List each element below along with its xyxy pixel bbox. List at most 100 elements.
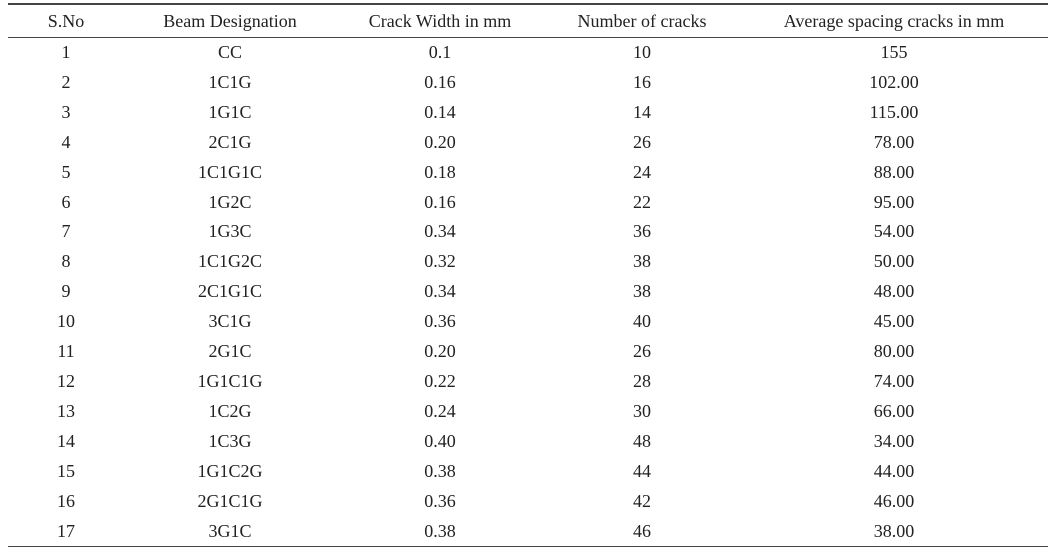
cell-average-spacing: 155 — [880, 42, 908, 62]
cell-beam-designation: 2G1C — [208, 341, 252, 362]
table-row: 16 2G1C1G 0.36 42 46.00 — [8, 487, 1048, 517]
header-sno: S.No — [47, 11, 85, 31]
cell-beam-designation: 1G1C1G — [197, 370, 263, 391]
cell-beam-designation: CC — [217, 42, 242, 62]
cell-beam-designation: 1G1C2G — [197, 460, 263, 481]
cell-crack-width: 0.36 — [424, 490, 456, 511]
cell-sno: 10 — [57, 311, 75, 332]
cell-crack-width: 0.18 — [424, 161, 456, 182]
cell-sno: 15 — [57, 460, 75, 481]
cell-sno: 12 — [57, 370, 75, 391]
cell-beam-designation: 1C1G — [208, 71, 252, 92]
table-row: 10 3C1G 0.36 40 45.00 — [8, 307, 1048, 337]
header-crack-width: Crack Width in mm — [368, 11, 512, 31]
cell-average-spacing: 102.00 — [869, 71, 919, 92]
cell-sno: 17 — [57, 520, 75, 541]
cell-number-of-cracks: 28 — [633, 370, 651, 391]
cell-sno: 9 — [61, 281, 71, 302]
table-row: 12 1G1C1G 0.22 28 74.00 — [8, 367, 1048, 397]
cell-sno: 16 — [57, 490, 75, 511]
cell-beam-designation: 2C1G — [208, 131, 252, 152]
cell-sno: 11 — [57, 341, 75, 362]
table-header: S.No Beam Designation Crack Width in mm … — [8, 4, 1048, 38]
cell-crack-width: 0.22 — [424, 370, 456, 391]
cell-beam-designation: 3G1C — [208, 520, 252, 541]
cell-number-of-cracks: 36 — [633, 221, 651, 242]
cell-sno: 14 — [57, 430, 75, 451]
cell-crack-width: 0.34 — [424, 281, 456, 302]
cell-beam-designation: 1G2C — [208, 191, 252, 212]
cell-average-spacing: 48.00 — [873, 281, 915, 302]
cell-crack-width: 0.38 — [424, 520, 456, 541]
header-beam-designation: Beam Designation — [163, 11, 297, 31]
cell-number-of-cracks: 24 — [633, 161, 651, 182]
cell-number-of-cracks: 40 — [633, 311, 651, 332]
cell-beam-designation: 3C1G — [208, 311, 252, 332]
cell-average-spacing: 78.00 — [873, 131, 915, 152]
table-row: 6 1G2C 0.16 22 95.00 — [8, 188, 1048, 218]
cell-sno: 8 — [61, 251, 71, 272]
cell-beam-designation: 1G1C — [208, 101, 252, 122]
cell-beam-designation: 2C1G1C — [197, 281, 262, 302]
cell-number-of-cracks: 16 — [633, 71, 651, 92]
table-body: 1 CC 0.1 10 155 2 1C1G 0.16 16 102.00 3 1G1C 0.14 14 1… — [8, 38, 1048, 547]
cell-crack-width: 0.1 — [428, 42, 452, 62]
cell-number-of-cracks: 14 — [633, 101, 651, 122]
cell-average-spacing: 44.00 — [873, 460, 915, 481]
cell-sno: 4 — [61, 131, 71, 152]
table-row: 17 3G1C 0.38 46 38.00 — [8, 517, 1048, 547]
cell-crack-width: 0.38 — [424, 460, 456, 481]
cell-number-of-cracks: 44 — [633, 460, 651, 481]
table-row: 2 1C1G 0.16 16 102.00 — [8, 68, 1048, 98]
cell-average-spacing: 88.00 — [873, 161, 915, 182]
cell-sno: 2 — [61, 71, 71, 92]
cell-crack-width: 0.34 — [424, 221, 456, 242]
cell-sno: 6 — [61, 191, 71, 212]
cell-crack-width: 0.16 — [424, 191, 456, 212]
cell-average-spacing: 66.00 — [873, 400, 915, 421]
cell-crack-width: 0.32 — [424, 251, 456, 272]
table-row: 4 2C1G 0.20 26 78.00 — [8, 128, 1048, 158]
cell-average-spacing: 74.00 — [873, 370, 915, 391]
header-average-spacing: Average spacing cracks in mm — [783, 11, 1005, 31]
cell-average-spacing: 38.00 — [873, 520, 915, 541]
table-row: 5 1C1G1C 0.18 24 88.00 — [8, 158, 1048, 188]
cell-average-spacing: 54.00 — [873, 221, 915, 242]
cell-crack-width: 0.20 — [424, 341, 456, 362]
cell-average-spacing: 46.00 — [873, 490, 915, 511]
cell-number-of-cracks: 30 — [633, 400, 651, 421]
cell-beam-designation: 1G3C — [208, 221, 252, 242]
cell-sno: 13 — [57, 400, 75, 421]
cell-number-of-cracks: 42 — [633, 490, 651, 511]
cell-beam-designation: 2G1C1G — [197, 490, 263, 511]
cell-number-of-cracks: 26 — [633, 131, 651, 152]
cell-sno: 3 — [61, 101, 71, 122]
cell-average-spacing: 115.00 — [869, 101, 919, 122]
cell-crack-width: 0.24 — [424, 400, 456, 421]
table-row: 8 1C1G2C 0.32 38 50.00 — [8, 247, 1048, 277]
table-row: 9 2C1G1C 0.34 38 48.00 — [8, 277, 1048, 307]
cell-sno: 7 — [61, 221, 71, 242]
crack-data-table: S.No Beam Designation Crack Width in mm … — [8, 3, 1048, 547]
cell-beam-designation: 1C1G1C — [197, 161, 262, 182]
cell-sno: 5 — [61, 161, 71, 182]
cell-average-spacing: 45.00 — [873, 311, 915, 332]
table-row: 3 1G1C 0.14 14 115.00 — [8, 98, 1048, 128]
table-row: 7 1G3C 0.34 36 54.00 — [8, 217, 1048, 247]
table-row: 1 CC 0.1 10 155 — [8, 38, 1048, 68]
cell-beam-designation: 1C2G — [208, 400, 252, 421]
cell-average-spacing: 50.00 — [873, 251, 915, 272]
table-row: 13 1C2G 0.24 30 66.00 — [8, 397, 1048, 427]
table-row: 15 1G1C2G 0.38 44 44.00 — [8, 457, 1048, 487]
cell-number-of-cracks: 38 — [633, 281, 651, 302]
cell-number-of-cracks: 22 — [633, 191, 651, 212]
cell-number-of-cracks: 10 — [633, 42, 651, 62]
cell-average-spacing: 95.00 — [873, 191, 915, 212]
cell-crack-width: 0.20 — [424, 131, 456, 152]
cell-beam-designation: 1C3G — [208, 430, 252, 451]
cell-crack-width: 0.36 — [424, 311, 456, 332]
cell-number-of-cracks: 26 — [633, 341, 651, 362]
cell-average-spacing: 34.00 — [873, 430, 915, 451]
table-row: 14 1C3G 0.40 48 34.00 — [8, 427, 1048, 457]
